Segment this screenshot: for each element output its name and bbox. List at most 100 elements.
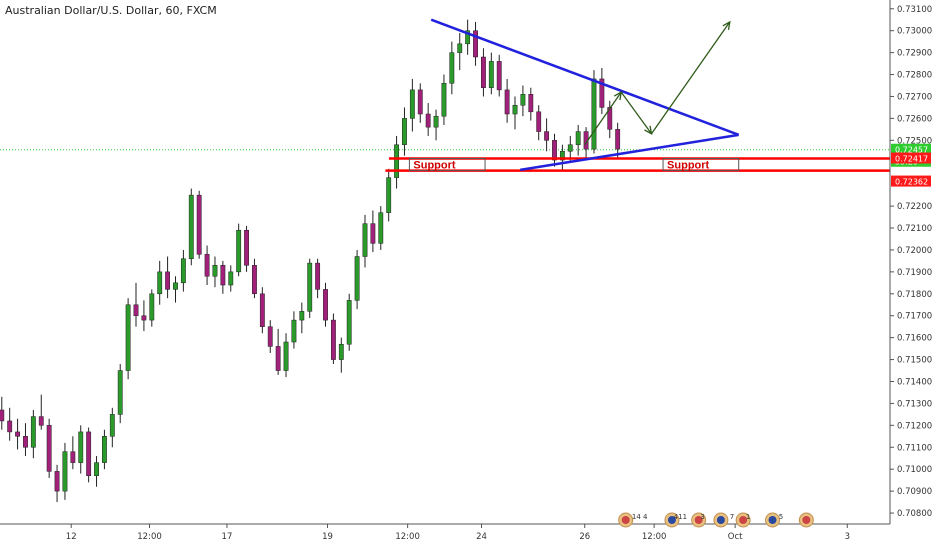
candle-body [354, 256, 360, 301]
candle-body [615, 129, 621, 150]
candle-body [38, 416, 44, 426]
y-tick-label: 0.70900 [897, 487, 932, 497]
candle-body [70, 451, 76, 463]
y-tick-label: 0.71700 [897, 312, 932, 322]
candle-body [433, 115, 439, 128]
candle-body [575, 131, 581, 145]
y-tick-label: 0.73000 [897, 27, 932, 37]
candle-body [607, 107, 613, 130]
candle-body [315, 262, 321, 290]
economic-events[interactable]: 14 4 411 3 7 1 5 [618, 512, 814, 528]
candle-body [212, 265, 218, 277]
candle-body [283, 341, 289, 371]
candle-body [180, 258, 186, 284]
candle-body [196, 194, 202, 255]
projection-arrow-segment[interactable] [650, 21, 731, 135]
price-badge-label: 0.72362 [895, 178, 928, 187]
candle-body [394, 144, 399, 178]
y-tick-label: 0.72600 [897, 114, 932, 124]
candle-body [591, 78, 597, 150]
candle-body [46, 425, 52, 472]
candle-body [54, 471, 60, 492]
candle-body [228, 271, 234, 286]
candle-body [323, 289, 328, 321]
x-tick-label: 12:00 [137, 532, 162, 542]
candle-body [544, 131, 550, 141]
candle-body [23, 436, 28, 448]
projection-arrow-segment[interactable] [620, 91, 653, 135]
price-badge-label: 0.72417 [895, 155, 928, 164]
candle-body [346, 300, 352, 345]
candle-body [0, 409, 5, 422]
y-tick-label: 0.71900 [897, 268, 932, 278]
y-tick-label: 0.72500 [897, 136, 932, 146]
x-tick-label: 19 [322, 532, 333, 542]
candle-body [125, 304, 131, 371]
flag-icon [621, 516, 630, 524]
candle-body [220, 265, 226, 286]
x-tick-label: 26 [579, 532, 590, 542]
candle-body [133, 304, 139, 316]
candle-body [417, 89, 423, 115]
projection-arrows[interactable] [584, 20, 731, 146]
candle-body [473, 30, 478, 58]
support-box[interactable] [408, 158, 486, 172]
chart-title: Australian Dollar/U.S. Dollar, 60, FXCM [5, 4, 217, 17]
candle-body [7, 420, 13, 433]
price-badge [891, 152, 931, 164]
support-box[interactable] [662, 158, 740, 172]
x-tick-label: 12:00 [395, 532, 420, 542]
candle-body [338, 343, 344, 360]
event-label: 3 [700, 513, 704, 521]
y-tick-label: 0.72900 [897, 49, 932, 59]
candle-body [204, 254, 210, 277]
candle-body [378, 212, 384, 244]
candle-body [157, 271, 163, 295]
y-tick-label: 0.71100 [897, 443, 932, 453]
candle-body [236, 229, 242, 273]
candle-body [536, 111, 542, 132]
candle-body [512, 104, 518, 115]
candle-body [15, 431, 20, 437]
x-tick-label: Oct [728, 532, 743, 542]
flag-icon [739, 516, 748, 524]
y-tick-label: 0.71800 [897, 290, 932, 300]
x-tick-label: 3 [845, 532, 850, 542]
candle-body [559, 151, 565, 161]
triangle-pattern[interactable] [430, 18, 740, 172]
candle-body [86, 431, 92, 477]
candle-body [465, 30, 471, 45]
triangle-upper-line[interactable] [430, 18, 740, 137]
y-tick-label: 0.71400 [897, 377, 932, 387]
candle-body [567, 144, 573, 152]
candle-body [441, 83, 447, 117]
flag-icon [768, 516, 777, 524]
y-tick-label: 0.71300 [897, 399, 932, 409]
triangle-lower-line[interactable] [520, 133, 739, 172]
x-tick-label: 17 [222, 532, 233, 542]
candle-body [62, 451, 68, 492]
y-tick-label: 0.71200 [897, 421, 932, 431]
candle-body [78, 431, 84, 463]
candle-body [299, 311, 305, 321]
candle-body [109, 414, 115, 437]
candle-body [259, 293, 265, 327]
candle-body [386, 177, 392, 213]
event-label: 7 [730, 513, 734, 521]
x-tick-label: 12 [66, 532, 77, 542]
candle-body [30, 416, 36, 448]
price-badge-label: 0.72457 [895, 146, 928, 155]
x-tick-label: 24 [476, 532, 487, 542]
candle-body [267, 326, 273, 347]
y-tick-label: 0.70800 [897, 509, 932, 519]
candle-body [117, 370, 123, 415]
candle-body [402, 118, 407, 145]
support-zone[interactable]: Support Support [385, 157, 890, 172]
y-tick-label: 0.72100 [897, 224, 932, 234]
projection-arrow-head [722, 20, 731, 30]
candle-body [425, 113, 431, 128]
candle-body [275, 346, 281, 371]
price-badge [891, 143, 931, 155]
projection-arrow-segment[interactable] [584, 91, 622, 146]
